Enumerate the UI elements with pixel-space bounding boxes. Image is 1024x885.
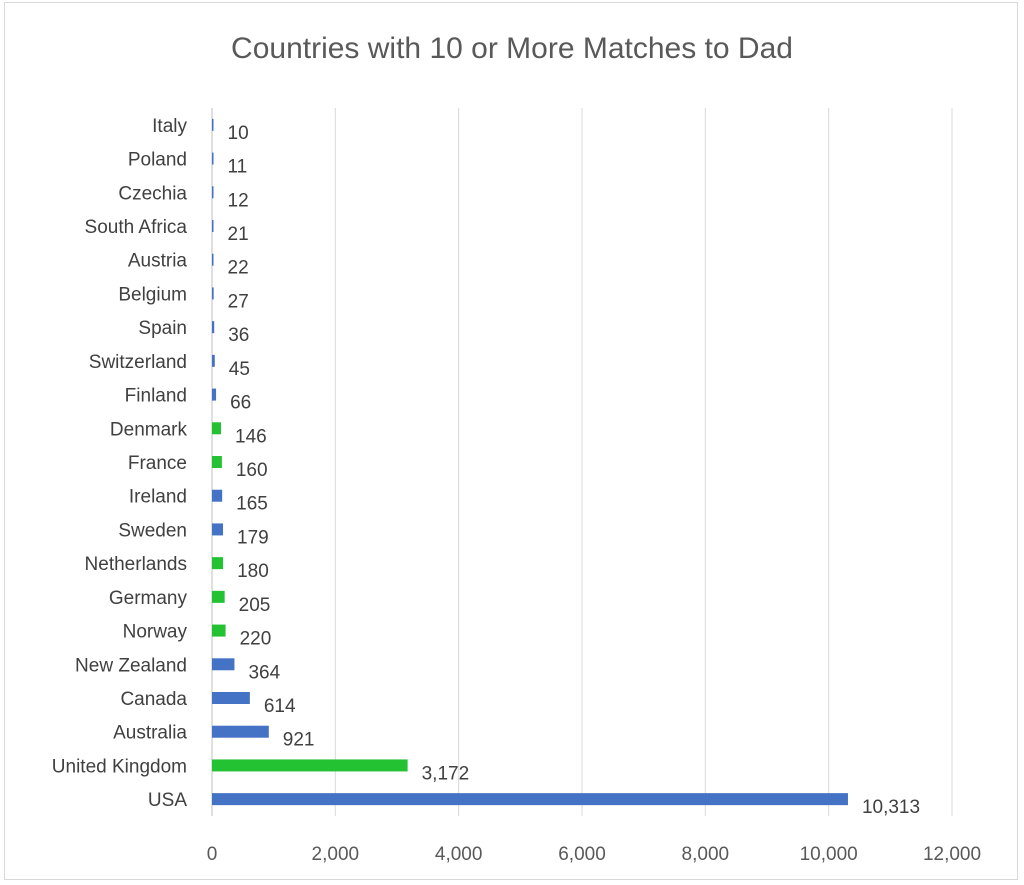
x-tick-label: 2,000 [312, 844, 360, 865]
bar-usa [212, 793, 848, 806]
bar-czechia [212, 186, 214, 199]
bar-germany [212, 590, 225, 603]
bar-australia [212, 725, 269, 738]
value-label: 614 [264, 696, 296, 717]
category-label: Finland [125, 386, 187, 407]
bar-netherlands [212, 557, 224, 570]
bar-denmark [212, 422, 222, 435]
value-label: 205 [239, 595, 271, 616]
value-label: 3,172 [422, 763, 470, 784]
category-label: Netherlands [85, 554, 187, 575]
category-label: Spain [138, 318, 187, 339]
category-label: South Africa [85, 217, 188, 238]
value-label: 36 [228, 325, 249, 346]
bar-finland [212, 388, 217, 401]
category-label: New Zealand [75, 655, 187, 676]
value-label: 160 [236, 460, 268, 481]
category-label: Belgium [118, 284, 187, 305]
bar-austria [212, 253, 214, 266]
value-label: 66 [230, 393, 251, 414]
bar-sweden [212, 523, 224, 536]
category-label: France [128, 453, 187, 474]
gridlines [211, 108, 953, 816]
x-tick-label: 4,000 [435, 844, 483, 865]
category-label: Canada [120, 689, 187, 710]
value-label: 165 [236, 494, 268, 515]
category-label: Czechia [118, 183, 187, 204]
bar-norway [212, 624, 226, 637]
chart-frame [4, 2, 1018, 880]
category-label: Ireland [129, 487, 187, 508]
bar-switzerland [212, 354, 215, 367]
value-label: 364 [248, 662, 280, 683]
value-label: 180 [237, 561, 269, 582]
bar-ireland [212, 489, 223, 502]
x-tick-label: 10,000 [800, 844, 858, 865]
value-label: 921 [283, 730, 315, 751]
category-label: Sweden [118, 520, 187, 541]
bar-france [212, 456, 222, 468]
category-label: Austria [128, 251, 188, 272]
category-label: Italy [152, 116, 187, 137]
bar-spain [212, 321, 215, 334]
category-label: Switzerland [89, 352, 187, 373]
value-label: 146 [235, 426, 267, 447]
value-labels: 10 11 12 21 22 27 36 45 66 146 160 165 179 180 205 220 3… [228, 123, 921, 818]
category-label: United Kingdom [52, 756, 187, 777]
bar-new-zealand [212, 658, 235, 671]
category-labels: Italy Poland Czechia South Africa Austria Bel… [52, 116, 188, 811]
bar-poland [212, 152, 214, 165]
category-label: Germany [109, 588, 188, 609]
value-label: 10,313 [862, 797, 920, 818]
value-label: 45 [229, 359, 250, 380]
category-label: Norway [123, 622, 188, 643]
bar-united-kingdom [212, 759, 408, 772]
x-tick-label: 8,000 [682, 844, 730, 865]
bar-south-africa [212, 220, 214, 232]
x-axis-ticks: 0 2,000 4,000 6,000 8,000 10,000 12,000 [207, 844, 981, 865]
value-label: 27 [228, 291, 249, 312]
bar-italy [212, 118, 214, 131]
bars [212, 118, 848, 806]
value-label: 179 [237, 527, 269, 548]
value-label: 12 [228, 190, 249, 211]
chart-title: Countries with 10 or More Matches to Dad [231, 32, 793, 65]
category-label: USA [148, 790, 187, 811]
value-label: 11 [228, 157, 248, 178]
category-label: Poland [128, 150, 187, 171]
x-tick-label: 0 [207, 844, 218, 865]
bar-belgium [212, 287, 214, 300]
value-label: 220 [240, 629, 272, 650]
value-label: 21 [228, 224, 249, 245]
bar-canada [212, 692, 250, 704]
category-label: Denmark [110, 419, 188, 440]
x-tick-label: 12,000 [923, 844, 981, 865]
value-label: 22 [228, 258, 249, 279]
category-label: Australia [113, 723, 187, 744]
x-tick-label: 6,000 [558, 844, 606, 865]
value-label: 10 [228, 123, 249, 144]
